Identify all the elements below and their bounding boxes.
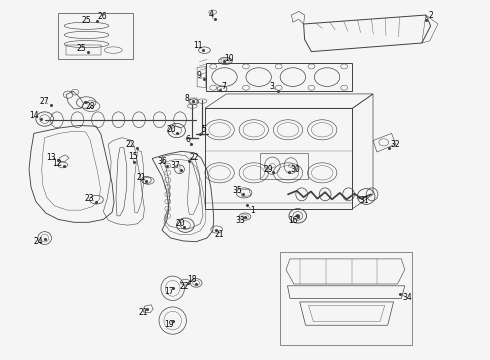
Text: 18: 18 (188, 275, 197, 284)
Text: 4: 4 (208, 10, 213, 19)
Text: 12: 12 (52, 159, 62, 168)
Text: 22: 22 (180, 282, 189, 291)
Text: 17: 17 (164, 287, 173, 296)
Text: 21: 21 (215, 230, 224, 239)
Text: 37: 37 (171, 161, 180, 170)
Text: 20: 20 (176, 219, 185, 228)
Text: 14: 14 (29, 111, 39, 120)
Text: 7: 7 (221, 82, 226, 91)
Bar (260, 153, 308, 179)
Bar (190, 98, 197, 103)
Text: 31: 31 (359, 196, 369, 205)
Text: 34: 34 (402, 293, 412, 302)
Text: 6: 6 (186, 135, 191, 144)
Text: 21: 21 (139, 308, 148, 317)
Text: 24: 24 (34, 237, 44, 246)
Text: 26: 26 (98, 12, 107, 21)
Bar (280, 252, 412, 345)
Text: 10: 10 (224, 54, 234, 63)
Bar (220, 59, 230, 63)
Text: 16: 16 (288, 216, 298, 225)
Text: 30: 30 (290, 165, 300, 174)
Text: 2: 2 (428, 11, 433, 20)
Text: 8: 8 (185, 94, 190, 103)
Text: 25: 25 (82, 16, 92, 25)
Text: 13: 13 (46, 153, 55, 162)
Text: 33: 33 (235, 216, 245, 225)
Text: 22: 22 (126, 140, 135, 149)
Bar (206, 63, 352, 91)
Text: 29: 29 (264, 165, 273, 174)
Text: 32: 32 (391, 140, 400, 149)
Circle shape (296, 215, 300, 217)
Text: 20: 20 (167, 125, 176, 134)
Text: 3: 3 (270, 82, 274, 91)
Text: 22: 22 (190, 153, 199, 162)
Bar (58, 13, 133, 59)
Bar (66, 45, 101, 55)
Text: 9: 9 (196, 71, 201, 80)
Text: 25: 25 (77, 44, 87, 53)
Text: 27: 27 (40, 97, 49, 106)
Text: 11: 11 (194, 41, 203, 50)
Text: 19: 19 (164, 320, 173, 329)
Text: 5: 5 (201, 125, 206, 134)
Text: 36: 36 (157, 157, 167, 166)
Text: 21: 21 (137, 173, 146, 182)
Text: 23: 23 (85, 194, 95, 203)
Text: 28: 28 (86, 102, 96, 111)
Text: 35: 35 (232, 186, 242, 195)
Text: 1: 1 (250, 206, 255, 215)
Text: 15: 15 (128, 152, 137, 161)
